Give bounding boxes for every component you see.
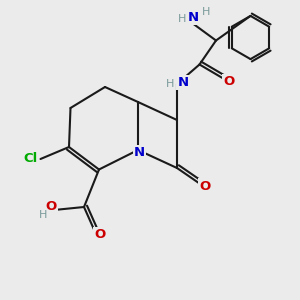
Text: H: H <box>178 14 186 24</box>
Text: H: H <box>202 7 210 17</box>
Text: H: H <box>166 79 175 89</box>
Text: Cl: Cl <box>23 152 37 166</box>
Text: O: O <box>199 179 210 193</box>
Text: O: O <box>94 228 105 241</box>
Text: O: O <box>45 200 57 214</box>
Text: N: N <box>188 11 199 24</box>
Text: N: N <box>134 146 145 159</box>
Text: N: N <box>177 76 189 89</box>
Text: O: O <box>223 75 234 88</box>
Text: H: H <box>39 210 48 220</box>
